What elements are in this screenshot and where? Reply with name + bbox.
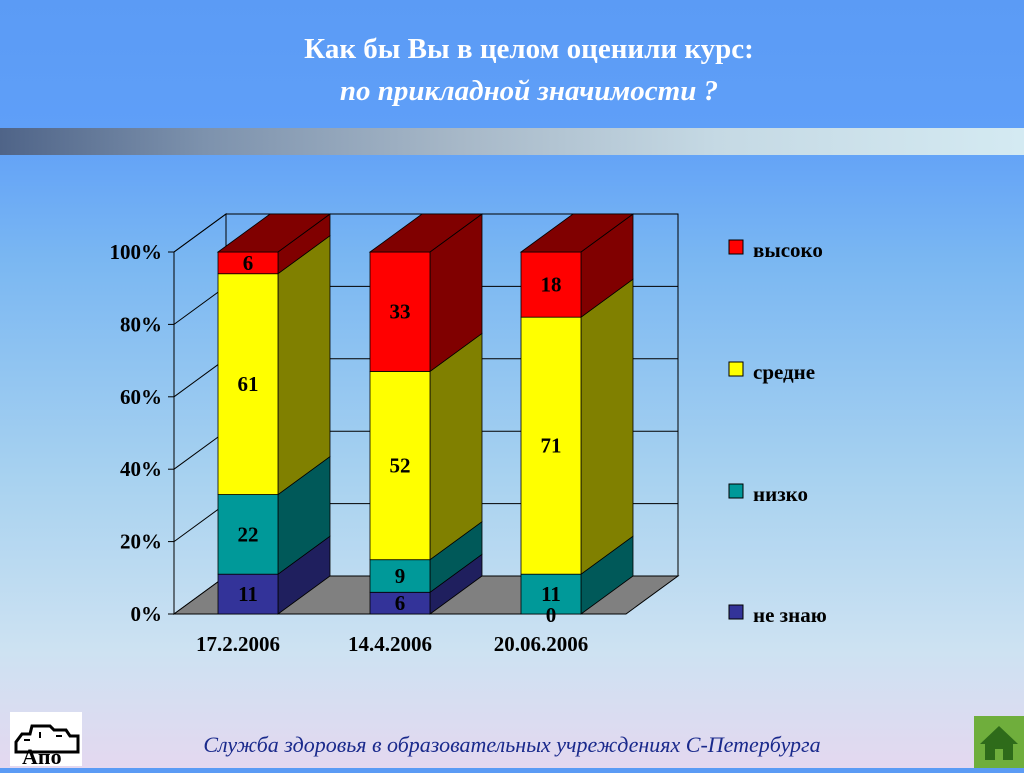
home-icon-graphic: [974, 716, 1024, 768]
bar-segment: [520, 573, 582, 615]
bar-segment: [369, 559, 431, 593]
y-tick-label: 100%: [110, 240, 163, 264]
x-tick-label: 20.06.2006: [494, 632, 589, 656]
data-label: 6: [243, 251, 254, 275]
x-tick-label: 14.4.2006: [348, 632, 432, 656]
bar-side: [429, 332, 483, 561]
x-tick-label: 17.2.2006: [196, 632, 280, 656]
title-line-1: Как бы Вы в целом оценили курс:: [304, 33, 754, 65]
legend-swatch: [728, 483, 744, 499]
bar-top: [368, 213, 484, 253]
legend-swatch: [728, 361, 744, 377]
y-tick-label: 20%: [120, 530, 162, 554]
y-tick-label: 80%: [120, 312, 162, 336]
data-label: 22: [238, 522, 259, 546]
data-label: 0: [546, 603, 557, 627]
bar-top: [216, 213, 332, 253]
data-label: 33: [390, 300, 411, 324]
logo-text: Апо: [22, 744, 62, 766]
y-tick-label: 40%: [120, 457, 162, 481]
header-stripe: [0, 128, 1024, 155]
data-label: 6: [395, 591, 406, 615]
bar-segment: [369, 251, 431, 372]
y-tick-label: 0%: [131, 602, 163, 626]
data-label: 18: [541, 273, 562, 297]
legend-label: низко: [753, 482, 808, 506]
data-label: 11: [238, 582, 258, 606]
bar-segment: [217, 273, 279, 495]
data-label: 9: [395, 564, 406, 588]
home-icon[interactable]: [974, 716, 1024, 768]
bar-side: [277, 234, 331, 496]
bar-segment: [217, 573, 279, 615]
footer-text: Служба здоровья в образовательных учрежд…: [203, 732, 821, 757]
bar-top: [519, 213, 635, 253]
title-line-2: по прикладной значимости ?: [339, 75, 719, 107]
y-tick-label: 60%: [120, 385, 162, 409]
apo-logo-icon[interactable]: Апо: [10, 712, 82, 769]
legend-label: не знаю: [753, 603, 827, 627]
bar-side: [580, 278, 634, 575]
data-label: 71: [541, 434, 562, 458]
legend-label: средне: [753, 360, 815, 384]
data-label: 11: [541, 582, 561, 606]
slide-title: Как бы Вы в целом оценили курс: по прикл…: [0, 28, 1024, 112]
data-label: 61: [238, 372, 259, 396]
gridline: [173, 213, 678, 253]
bar-segment: [520, 251, 582, 318]
legend-label: высоко: [753, 238, 823, 262]
bar-segment: [520, 316, 582, 575]
legend-swatch: [728, 604, 744, 620]
bar-segment: [369, 371, 431, 561]
bar-segment: [217, 494, 279, 575]
apo-logo-graphic: Апо: [14, 724, 80, 769]
data-label: 52: [390, 454, 411, 478]
legend-swatch: [728, 239, 744, 255]
